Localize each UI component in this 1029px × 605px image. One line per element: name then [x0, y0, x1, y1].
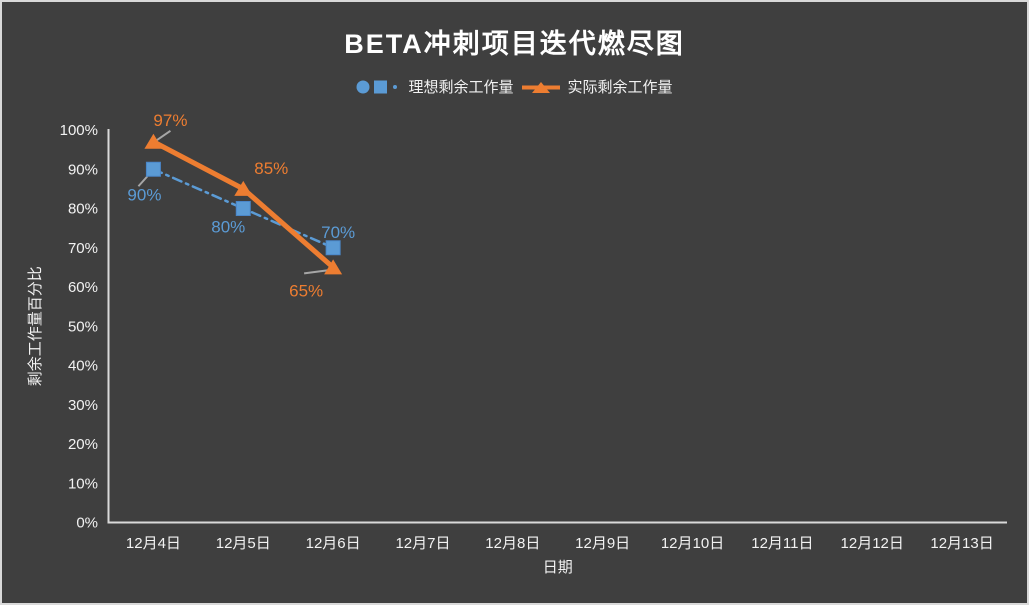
data-label: 70%	[321, 223, 355, 242]
data-marker-triangle[interactable]	[324, 259, 343, 275]
data-label: 65%	[289, 281, 323, 300]
actual-series-key-icon	[521, 81, 560, 93]
ideal-series-key-icon	[356, 80, 398, 93]
x-tick-label: 12月8日	[485, 535, 540, 552]
y-tick-label: 70%	[68, 240, 98, 257]
legend-label-ideal: 理想剩余工作量	[408, 79, 514, 96]
x-axis-title: 日期	[543, 559, 573, 576]
y-tick-label: 30%	[68, 397, 98, 414]
y-tick-label: 60%	[68, 279, 98, 296]
series-line-ideal[interactable]	[152, 168, 335, 249]
y-tick-label: 40%	[68, 358, 98, 375]
y-axis-title: 剩余工作量百分比	[26, 266, 44, 386]
data-marker-square[interactable]	[325, 240, 341, 256]
x-tick-label: 12月13日	[930, 535, 993, 552]
x-tick-label: 12月7日	[395, 535, 450, 552]
legend-item-actual[interactable]: 实际剩余工作量	[521, 76, 673, 97]
y-tick-label: 20%	[68, 436, 98, 453]
y-tick-label: 100%	[60, 122, 98, 139]
x-tick-label: 12月5日	[216, 535, 271, 552]
data-marker-square[interactable]	[145, 161, 161, 177]
legend-item-ideal[interactable]: 理想剩余工作量	[356, 76, 514, 97]
x-tick-label: 12月11日	[751, 535, 813, 552]
chart-legend: 理想剩余工作量 实际剩余工作量	[2, 76, 1027, 97]
data-label: 90%	[127, 185, 161, 204]
data-label: 97%	[153, 111, 187, 130]
data-marker-square[interactable]	[235, 201, 251, 216]
x-tick-label: 12月12日	[841, 535, 904, 552]
y-tick-label: 50%	[68, 318, 98, 335]
y-tick-label: 0%	[76, 515, 98, 532]
legend-label-actual: 实际剩余工作量	[567, 79, 673, 96]
x-tick-label: 12月10日	[661, 535, 724, 552]
data-marker-triangle[interactable]	[144, 133, 163, 149]
x-tick-label: 12月4日	[126, 535, 181, 552]
x-tick-label: 12月9日	[575, 535, 630, 552]
x-tick-label: 12月6日	[306, 535, 361, 552]
y-tick-label: 80%	[68, 201, 98, 218]
y-tick-label: 90%	[68, 161, 98, 178]
label-leader-line	[303, 269, 328, 275]
label-leader-line	[137, 175, 149, 187]
data-label: 85%	[254, 159, 288, 178]
data-label: 80%	[211, 218, 245, 237]
data-marker-triangle[interactable]	[234, 180, 253, 196]
y-tick-label: 10%	[68, 475, 98, 492]
chart-title[interactable]: BETA冲刺项目迭代燃尽图	[344, 29, 685, 59]
